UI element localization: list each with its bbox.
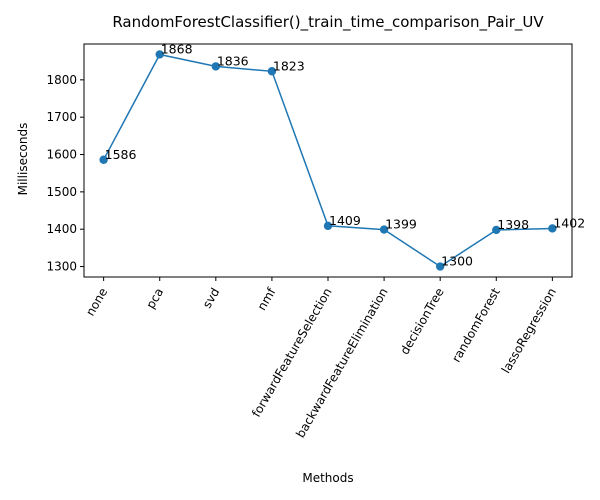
- data-point: [435, 262, 445, 271]
- y-axis-label: Milliseconds: [16, 123, 30, 196]
- x-axis-label: Methods: [302, 471, 353, 485]
- series-line: [102, 53, 553, 268]
- data-point: [99, 155, 108, 164]
- y-tick-label: 1500: [46, 185, 77, 199]
- y-tick-label: 1400: [46, 222, 77, 236]
- x-tick-label: randomForest: [449, 285, 503, 364]
- chart-title: RandomForestClassifier()_train_time_comp…: [112, 13, 544, 32]
- data-point: [323, 221, 333, 231]
- plot-frame: [83, 43, 573, 278]
- data-label: 1399: [385, 217, 417, 232]
- y-tick-label: 1700: [46, 110, 77, 124]
- y-tick-label: 1300: [46, 260, 77, 274]
- x-tick-label: nmf: [255, 285, 279, 313]
- data-label: 1402: [553, 215, 585, 230]
- data-label: 1409: [329, 213, 361, 228]
- data-label: 1868: [161, 41, 193, 56]
- data-label: 1586: [105, 147, 137, 162]
- x-tick-label: backwardFeatureElimination: [293, 286, 390, 441]
- x-tick-label: none: [83, 286, 110, 319]
- x-tick-label: decisionTree: [397, 286, 446, 357]
- y-tick-label: 1800: [46, 73, 77, 87]
- data-label: 1398: [497, 217, 529, 232]
- data-point: [267, 67, 277, 76]
- x-tick-label: svd: [200, 286, 223, 311]
- data-point: [548, 224, 557, 233]
- x-tick-label: pca: [143, 286, 166, 312]
- data-point: [379, 225, 389, 234]
- y-tick-label: 1600: [46, 148, 77, 162]
- x-tick-label: lassoRegression: [499, 286, 559, 376]
- data-point: [492, 225, 501, 235]
- data-point: [211, 62, 221, 71]
- data-label: 1300: [441, 254, 473, 269]
- data-label: 1836: [217, 53, 249, 68]
- data-point: [155, 50, 164, 59]
- data-label: 1823: [273, 58, 305, 73]
